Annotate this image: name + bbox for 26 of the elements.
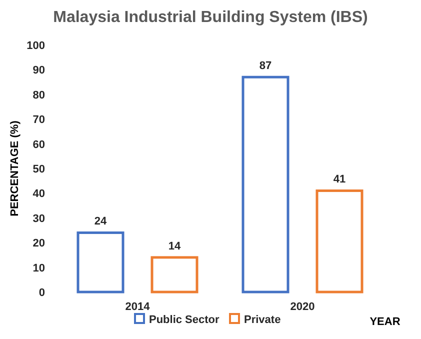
data-label: 24 xyxy=(94,216,108,228)
x-tick-label: 2014 xyxy=(125,301,151,313)
y-tick-label: 20 xyxy=(32,238,45,250)
data-label: 87 xyxy=(259,60,272,72)
y-tick-label: 90 xyxy=(32,64,45,77)
y-tick-label: 30 xyxy=(32,212,45,225)
legend-label: Public Sector xyxy=(149,314,220,326)
x-axis-title: YEAR xyxy=(370,316,400,328)
y-tick-label: 80 xyxy=(32,89,45,102)
y-tick-label: 70 xyxy=(32,114,45,126)
bar xyxy=(242,76,290,294)
data-label: 41 xyxy=(333,174,346,186)
x-tick-label: 2020 xyxy=(290,301,315,313)
legend-label: Private xyxy=(244,314,281,326)
y-tick-label: 50 xyxy=(32,164,45,176)
data-label: 14 xyxy=(168,240,182,252)
y-tick-label: 40 xyxy=(32,188,45,200)
bar xyxy=(150,256,198,294)
y-tick-label: 0 xyxy=(38,287,45,299)
y-axis-title: PERCENTAGE (%) xyxy=(9,120,21,216)
chart-title: Malaysia Industrial Building System (IBS) xyxy=(53,9,368,26)
y-tick-label: 10 xyxy=(32,262,45,274)
y-tick-label: 100 xyxy=(26,40,45,52)
bar xyxy=(76,231,124,294)
y-tick-label: 60 xyxy=(32,138,45,151)
bar xyxy=(316,189,364,294)
